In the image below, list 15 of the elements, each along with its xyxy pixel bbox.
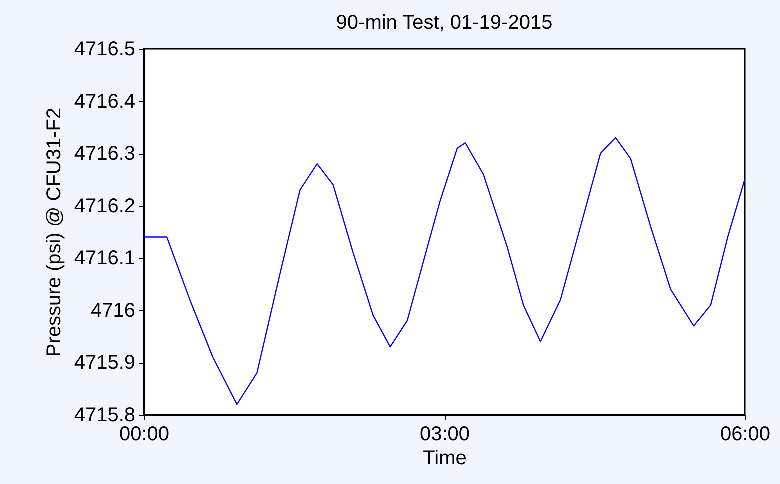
y-axis-title: Pressure (psi) @ CFU31-F2 <box>43 108 66 358</box>
y-tick-label: 4715.8 <box>74 404 136 426</box>
y-tick-label: 4716.2 <box>74 195 136 218</box>
y-tick-label: 4715.9 <box>74 352 136 374</box>
y-tick-label: 4716.4 <box>74 90 136 113</box>
y-tick-label: 4716.1 <box>74 248 136 270</box>
y-tick-label: 4716 <box>91 300 136 322</box>
line-series <box>143 137 746 406</box>
x-tick-label: 06:00 <box>720 424 771 446</box>
x-tick-label: 03:00 <box>420 424 470 446</box>
y-tick-label: 4716.3 <box>74 143 136 166</box>
x-axis-title: Time <box>423 448 467 470</box>
chart-title: 90-min Test, 01-19-2015 <box>336 12 553 34</box>
x-tick-label: 00:00 <box>119 424 170 446</box>
y-tick-label: 4716.5 <box>74 38 136 60</box>
